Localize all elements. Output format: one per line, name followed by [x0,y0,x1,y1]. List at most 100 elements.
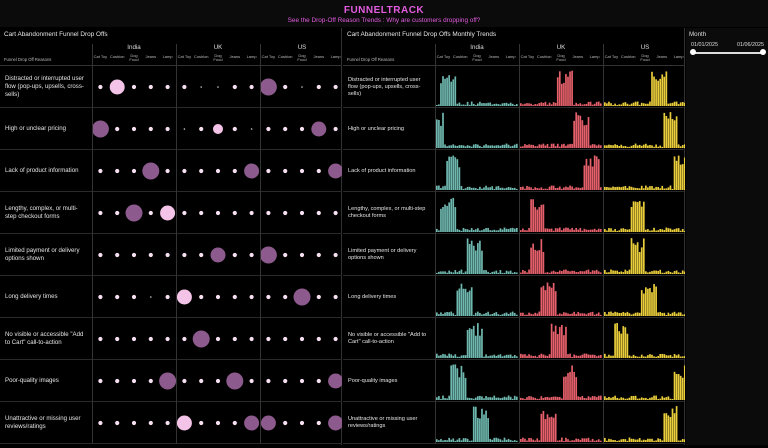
trend-bar[interactable] [485,270,487,274]
trend-bar[interactable] [638,356,641,358]
dropoff-bubble[interactable] [165,168,170,174]
trend-bar[interactable] [597,228,600,232]
trend-bar[interactable] [477,228,479,232]
trend-bar[interactable] [659,353,662,358]
dropoff-bubble[interactable] [199,210,204,216]
trend-bar[interactable] [565,227,567,232]
trend-bar[interactable] [636,202,639,232]
trend-bar[interactable] [513,228,516,232]
trend-bar[interactable] [599,440,602,442]
trend-bar[interactable] [677,312,680,316]
trend-bar[interactable] [493,145,496,148]
trend-bar[interactable] [536,188,539,190]
trend-bar[interactable] [604,437,606,442]
trend-bar[interactable] [458,229,461,232]
trend-bar[interactable] [509,439,512,442]
dropoff-bubble[interactable] [215,168,221,174]
trend-bar[interactable] [454,354,457,358]
trend-bar[interactable] [481,408,483,442]
reason-row[interactable]: Unattractive or missing user reviews/rat… [343,402,685,444]
trend-bar[interactable] [538,103,541,106]
trend-bar[interactable] [642,201,645,232]
dropoff-bubble[interactable] [293,288,311,306]
trend-bar[interactable] [436,397,438,400]
trend-bar[interactable] [655,440,657,442]
trend-bar[interactable] [634,356,637,358]
trend-bar[interactable] [454,76,457,106]
trend-bar[interactable] [495,312,498,316]
trend-bar[interactable] [595,269,598,274]
trend-bar[interactable] [567,76,569,106]
trend-bar[interactable] [515,188,518,190]
trend-bar[interactable] [661,440,664,442]
dropoff-bubble[interactable] [283,252,288,258]
trend-bar[interactable] [669,355,672,358]
trend-bar[interactable] [458,377,461,400]
trend-bar[interactable] [573,270,575,274]
trend-bar[interactable] [558,71,561,106]
trend-bar[interactable] [577,272,580,274]
trend-bar[interactable] [542,251,545,274]
trend-bar[interactable] [565,186,567,190]
dropoff-bubble[interactable] [182,252,187,258]
trend-bar[interactable] [597,439,600,442]
trend-bar[interactable] [599,354,602,358]
trend-bar[interactable] [558,440,561,442]
trend-bar[interactable] [556,228,559,232]
trend-bar[interactable] [532,356,534,358]
trend-bar[interactable] [579,396,582,400]
trend-bar[interactable] [630,145,633,148]
dropoff-bubble[interactable] [266,126,271,132]
trend-bar[interactable] [556,396,559,400]
trend-bar[interactable] [649,288,651,316]
trend-bar[interactable] [681,439,684,442]
trend-bar[interactable] [479,101,481,106]
trend-bar[interactable] [436,228,438,232]
trend-bar[interactable] [634,244,637,274]
trend-bar[interactable] [466,397,469,400]
trend-bar[interactable] [634,439,637,442]
dropoff-bubble[interactable] [328,163,342,179]
trend-bar[interactable] [655,230,657,232]
trend-bar[interactable] [515,272,518,275]
trend-bar[interactable] [472,144,475,148]
trend-bar[interactable] [659,188,662,190]
trend-bar[interactable] [534,207,537,232]
trend-bar[interactable] [647,438,649,442]
trend-bar[interactable] [655,270,657,274]
trend-bar[interactable] [638,312,641,316]
trend-bar[interactable] [561,271,563,274]
trend-bar[interactable] [571,313,573,316]
dropoff-bubble[interactable] [232,252,237,258]
trend-bar[interactable] [608,311,610,316]
trend-bar[interactable] [581,187,584,190]
trend-bar[interactable] [495,230,498,232]
trend-bar[interactable] [497,185,500,190]
trend-bar[interactable] [542,285,545,316]
trend-bar[interactable] [567,227,569,232]
trend-bar[interactable] [569,143,571,148]
trend-bar[interactable] [655,144,657,148]
trend-bar[interactable] [567,313,569,316]
trend-bar[interactable] [569,440,571,442]
trend-bar[interactable] [681,228,684,232]
trend-bar[interactable] [536,209,539,232]
trend-bar[interactable] [468,328,471,358]
trend-bar[interactable] [589,272,592,274]
trend-bar[interactable] [499,354,502,358]
trend-bar[interactable] [436,119,438,148]
trend-bar[interactable] [569,271,571,274]
trend-bar[interactable] [466,238,469,274]
trend-bar[interactable] [503,103,506,106]
trend-bar[interactable] [513,354,516,358]
trend-bar[interactable] [554,188,557,190]
trend-bar[interactable] [665,227,668,232]
trend-bar[interactable] [565,376,567,400]
dropoff-bubble[interactable] [316,168,321,174]
trend-bar[interactable] [493,395,496,400]
trend-bar[interactable] [651,145,653,148]
trend-bar[interactable] [477,396,479,400]
trend-bar[interactable] [583,353,586,358]
trend-bar[interactable] [679,102,682,106]
trend-bar[interactable] [466,292,469,316]
